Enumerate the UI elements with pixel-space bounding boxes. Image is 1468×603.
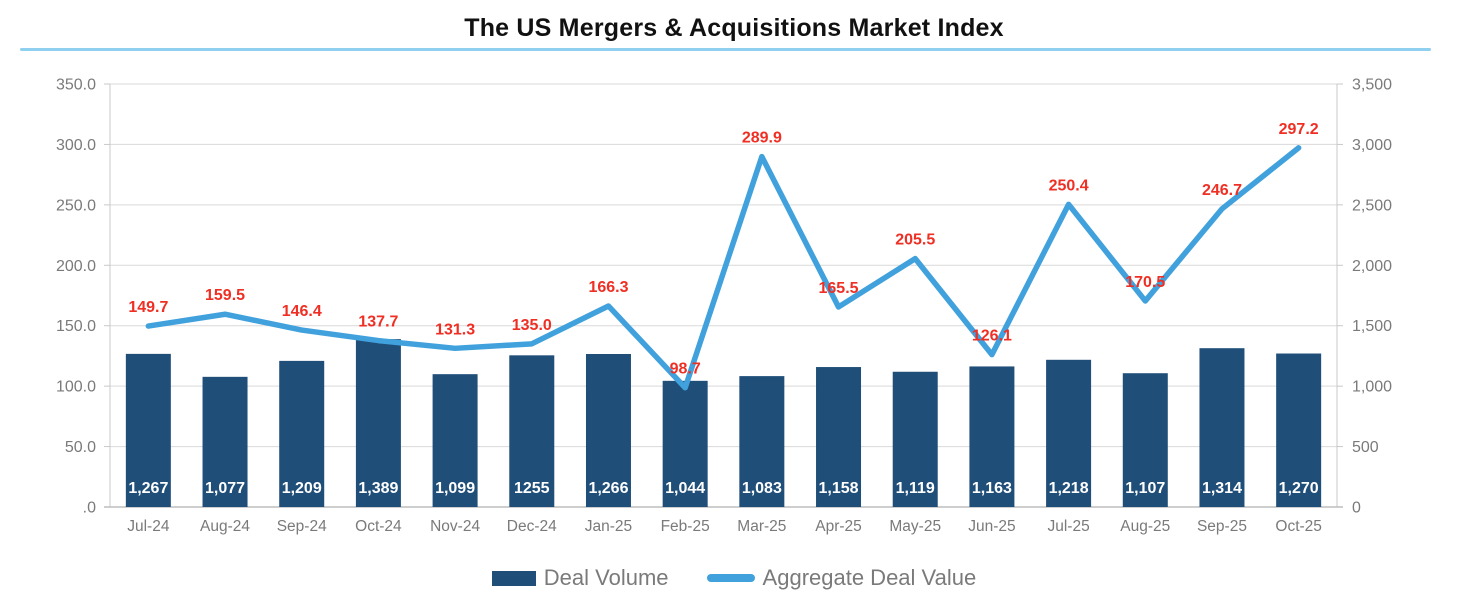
bar-jul-24: [125, 353, 171, 507]
bar-nov-24: [432, 374, 478, 507]
x-axis-label-feb-25: Feb-25: [661, 518, 710, 535]
line-value-label-apr-25: 165.5: [819, 280, 859, 297]
bar-jun-25: [969, 366, 1015, 507]
bar-value-label-apr-25: 1,158: [819, 480, 859, 497]
legend: Deal Volume Aggregate Deal Value: [0, 561, 1468, 595]
bar-value-label-feb-25: 1,044: [665, 480, 705, 497]
x-axis-label-sep-25: Sep-25: [1197, 518, 1247, 535]
left-axis-label-150.0: 150.0: [56, 318, 96, 335]
x-axis-label-aug-25: Aug-25: [1120, 518, 1170, 535]
bar-oct-25: [1276, 353, 1322, 507]
left-axis-label-200.0: 200.0: [56, 258, 96, 275]
x-axis-label-jun-25: Jun-25: [968, 518, 1015, 535]
x-axis-label-jul-25: Jul-25: [1047, 518, 1089, 535]
bar-dec-24: [509, 355, 555, 507]
right-axis-label-3-000: 3,000: [1352, 137, 1392, 154]
bar-mar-25: [739, 376, 785, 507]
right-axis-label-3-500: 3,500: [1352, 77, 1392, 94]
bar-value-label-oct-24: 1,389: [358, 480, 398, 497]
left-axis-label-50.0: 50.0: [65, 439, 96, 456]
x-axis-label-mar-25: Mar-25: [737, 518, 786, 535]
deal-volume-legend-label: Deal Volume: [543, 565, 669, 590]
right-axis-label-2-500: 2,500: [1352, 197, 1392, 214]
x-axis-label-sep-24: Sep-24: [277, 518, 327, 535]
x-axis-label-apr-25: Apr-25: [815, 518, 862, 535]
right-axis-label-2-000: 2,000: [1352, 258, 1392, 275]
bar-jul-25: [1046, 359, 1092, 507]
x-axis-label-oct-24: Oct-24: [355, 518, 402, 535]
line-value-label-mar-25: 289.9: [742, 130, 782, 147]
bar-value-label-dec-24: 1255: [514, 480, 550, 497]
bar-aug-25: [1122, 373, 1168, 507]
right-axis-label-1-500: 1,500: [1352, 318, 1392, 335]
line-value-label-aug-25: 170.5: [1125, 274, 1165, 291]
right-axis-label-500: 500: [1352, 439, 1379, 456]
bar-value-label-sep-24: 1,209: [282, 480, 322, 497]
x-axis-label-aug-24: Aug-24: [200, 518, 250, 535]
line-value-label-may-25: 205.5: [895, 232, 935, 249]
x-axis-label-nov-24: Nov-24: [430, 518, 480, 535]
bar-value-label-aug-24: 1,077: [205, 480, 245, 497]
right-axis-label-0: 0: [1352, 500, 1361, 517]
bar-value-label-jun-25: 1,163: [972, 480, 1012, 497]
left-axis-label-300.0: 300.0: [56, 137, 96, 154]
line-value-label-feb-25: 98.7: [670, 361, 701, 378]
title-underline: [20, 48, 1431, 51]
line-value-label-jul-25: 250.4: [1049, 177, 1089, 194]
left-axis-label-250.0: 250.0: [56, 197, 96, 214]
deal-volume-swatch: [491, 570, 536, 586]
bar-value-label-jan-25: 1,266: [588, 480, 628, 497]
bar-apr-25: [816, 367, 862, 507]
x-axis-label-jan-25: Jan-25: [585, 518, 632, 535]
bar-may-25: [892, 371, 938, 507]
line-value-label-dec-24: 135.0: [512, 317, 552, 334]
left-axis-label-350.0: 350.0: [56, 77, 96, 94]
bar-sep-25: [1199, 348, 1245, 507]
bar-jan-25: [585, 353, 631, 507]
line-value-label-jan-25: 166.3: [588, 279, 628, 296]
bar-value-label-sep-25: 1,314: [1202, 480, 1242, 497]
x-axis-label-jul-24: Jul-24: [127, 518, 170, 535]
bar-feb-25: [662, 380, 708, 507]
line-value-label-oct-24: 137.7: [358, 314, 398, 331]
x-axis-label-may-25: May-25: [889, 518, 941, 535]
right-axis-label-1-000: 1,000: [1352, 379, 1392, 396]
bar-value-label-nov-24: 1,099: [435, 480, 475, 497]
legend-item-aggregate-deal-value: Aggregate Deal Value: [706, 565, 977, 590]
bar-value-label-may-25: 1,119: [896, 480, 935, 497]
bar-sep-24: [279, 360, 325, 507]
bar-value-label-jul-25: 1,218: [1049, 480, 1089, 497]
aggregate-deal-value-legend-label: Aggregate Deal Value: [762, 565, 977, 590]
line-value-label-jun-25: 126.1: [972, 328, 1012, 345]
x-axis-label-dec-24: Dec-24: [507, 518, 557, 535]
line-value-label-nov-24: 131.3: [435, 321, 475, 338]
chart-title: The US Mergers & Acquisitions Market Ind…: [464, 14, 1004, 42]
line-value-label-sep-24: 146.4: [282, 303, 322, 320]
aggregate-deal-value-swatch: [706, 574, 755, 582]
line-value-label-aug-24: 159.5: [205, 287, 245, 304]
line-value-label-oct-25: 297.2: [1279, 121, 1319, 138]
bar-oct-24: [355, 339, 401, 507]
bar-value-label-jul-24: 1,267: [128, 480, 168, 497]
line-value-label-jul-24: 149.7: [128, 299, 168, 316]
left-axis-label-.0: .0: [83, 500, 96, 517]
bar-aug-24: [202, 376, 248, 507]
bar-value-label-oct-25: 1,270: [1279, 480, 1319, 497]
bar-value-label-aug-25: 1,107: [1125, 480, 1165, 497]
legend-item-deal-volume: Deal Volume: [491, 565, 669, 590]
line-value-label-sep-25: 246.7: [1202, 182, 1242, 199]
left-axis-label-100.0: 100.0: [56, 379, 96, 396]
x-axis-label-oct-25: Oct-25: [1275, 518, 1322, 535]
bar-value-label-mar-25: 1,083: [742, 480, 782, 497]
aggregate-deal-value-line: [145, 145, 1302, 391]
